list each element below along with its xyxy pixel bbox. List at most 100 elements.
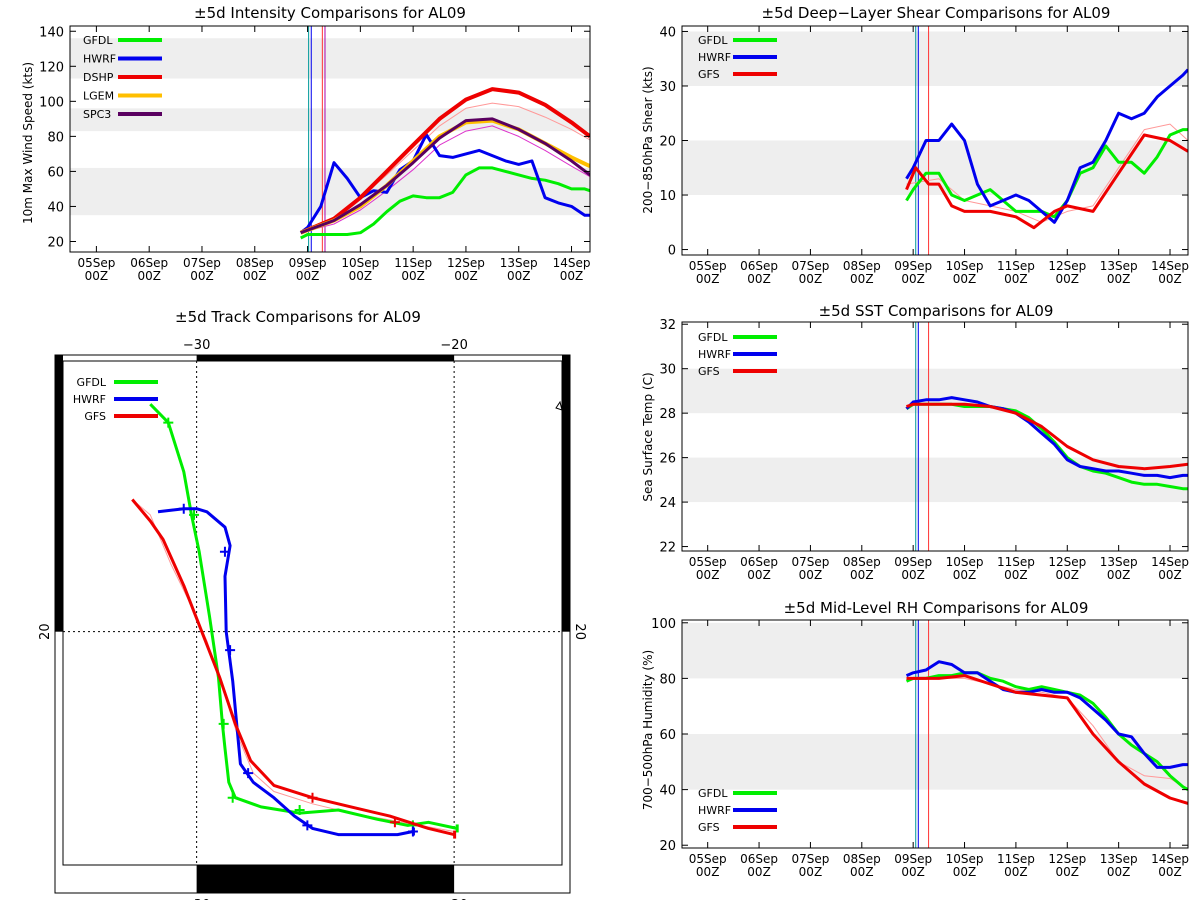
shear-ytick-label: 0 <box>668 244 676 259</box>
shear-xtick-label: 11Sep <box>997 259 1035 273</box>
rh-legend-label: HWRF <box>698 804 731 817</box>
track-6h-mark-gfs <box>307 792 318 803</box>
shear-xtick-label-hour: 00Z <box>1056 272 1080 286</box>
intensity-xtick-label: 14Sep <box>553 256 591 270</box>
track-title: ±5d Track Comparisons for AL09 <box>175 308 421 326</box>
intensity-xtick-label-hour: 00Z <box>454 269 478 283</box>
sst-legend-label: GFDL <box>698 331 728 344</box>
track-legend-label: GFS <box>84 410 106 423</box>
shear-title: ±5d Deep−Layer Shear Comparisons for AL0… <box>762 4 1111 22</box>
sst-xtick-label: 06Sep <box>740 555 778 569</box>
intensity-xtick-label-hour: 00Z <box>296 269 320 283</box>
sst-ytick-label: 32 <box>659 318 676 333</box>
sst-xtick-label-hour: 00Z <box>901 568 925 582</box>
track-lon-label-bottom: −20 <box>440 898 467 900</box>
track-6h-mark-hwrf <box>302 820 313 831</box>
rh-ytick-label: 100 <box>651 617 676 632</box>
track-border-bottom-black <box>196 865 455 893</box>
rh-xtick-label: 07Sep <box>791 852 829 866</box>
rh-xtick-label-hour: 00Z <box>1158 865 1182 879</box>
rh-ytick-label: 20 <box>659 839 676 854</box>
intensity-xtick-label-hour: 00Z <box>85 269 109 283</box>
track-legend-label: GFDL <box>77 376 107 389</box>
sst-xtick-label-hour: 00Z <box>850 568 874 582</box>
rh-xtick-label-hour: 00Z <box>953 865 977 879</box>
shear-xtick-label: 08Sep <box>843 259 881 273</box>
sst-xtick-label: 14Sep <box>1151 555 1189 569</box>
intensity-ytick-label: 140 <box>39 25 64 40</box>
intensity-xtick-label-hour: 00Z <box>243 269 267 283</box>
rh-xtick-label: 14Sep <box>1151 852 1189 866</box>
sst-band-1 <box>682 368 1188 414</box>
intensity-xtick-label-hour: 00Z <box>560 269 584 283</box>
intensity-series-hwrf <box>299 133 590 234</box>
track-lon-label-top: −20 <box>440 338 467 353</box>
intensity-title: ±5d Intensity Comparisons for AL09 <box>194 4 466 22</box>
intensity-legend-label: HWRF <box>83 53 116 66</box>
track-6h-mark-gfdl <box>218 718 229 729</box>
sst-xtick-label-hour: 00Z <box>1056 568 1080 582</box>
intensity-xtick-label: 08Sep <box>236 256 274 270</box>
sst-xtick-label-hour: 00Z <box>799 568 823 582</box>
intensity-ytick-label: 100 <box>39 95 64 110</box>
track-6h-mark-gfdl <box>227 792 238 803</box>
sst-xtick-label-hour: 00Z <box>747 568 771 582</box>
intensity-xtick-label: 05Sep <box>77 256 115 270</box>
intensity-panel: ±5d Intensity Comparisons for AL09 10m M… <box>21 4 591 283</box>
sst-xtick-label: 09Sep <box>894 555 932 569</box>
sst-ytick-label: 24 <box>659 496 676 511</box>
intensity-xtick-label: 09Sep <box>289 256 327 270</box>
shear-xtick-label: 10Sep <box>946 259 984 273</box>
rh-xtick-label-hour: 00Z <box>901 865 925 879</box>
rh-xtick-label-hour: 00Z <box>1004 865 1028 879</box>
intensity-ylabel: 10m Max Wind Speed (kts) <box>21 62 35 224</box>
sst-plot-frame <box>681 321 1189 552</box>
track-6h-mark-gfdl <box>294 804 305 815</box>
track-6h-mark-hwrf <box>219 546 230 557</box>
rh-ytick-label: 40 <box>659 784 676 799</box>
intensity-xtick-label: 13Sep <box>500 256 538 270</box>
track-lon-label-bottom: −30 <box>183 898 210 900</box>
intensity-xtick-label: 07Sep <box>183 256 221 270</box>
shear-panel: ±5d Deep−Layer Shear Comparisons for AL0… <box>641 4 1189 286</box>
intensity-xtick-label-hour: 00Z <box>190 269 214 283</box>
track-6h-mark-hwrf <box>243 768 254 779</box>
shear-series-gfdl <box>905 128 1188 219</box>
shear-legend-label: HWRF <box>698 51 731 64</box>
track-inner-frame <box>62 360 563 866</box>
intensity-series-gfdl <box>300 166 590 240</box>
shear-xtick-label: 05Sep <box>689 259 727 273</box>
sst-ytick-label: 26 <box>659 452 676 467</box>
shear-legend-label: GFS <box>698 68 720 81</box>
intensity-xtick-label-hour: 00Z <box>137 269 161 283</box>
shear-ytick-label: 10 <box>659 189 676 204</box>
track-6h-mark-hwrf <box>225 645 236 656</box>
sst-xtick-label: 07Sep <box>791 555 829 569</box>
rh-band-1 <box>682 622 1188 679</box>
shear-xtick-label: 14Sep <box>1151 259 1189 273</box>
sst-xtick-label: 08Sep <box>843 555 881 569</box>
intensity-legend-label: DSHP <box>83 71 114 84</box>
shear-xtick-label-hour: 00Z <box>696 272 720 286</box>
shear-xtick-label-hour: 00Z <box>1107 272 1131 286</box>
rh-xtick-label: 05Sep <box>689 852 727 866</box>
shear-xtick-label: 06Sep <box>740 259 778 273</box>
intensity-xtick-label: 12Sep <box>447 256 485 270</box>
rh-xtick-label: 11Sep <box>997 852 1035 866</box>
track-lon-label-top: −30 <box>183 338 210 353</box>
track-border-top-black <box>196 355 455 361</box>
sst-series-gfs <box>906 402 1188 471</box>
track-6h-mark-gfdl <box>189 509 200 520</box>
intensity-xtick-label: 11Sep <box>394 256 432 270</box>
rh-xtick-label-hour: 00Z <box>747 865 771 879</box>
sst-ytick-label: 28 <box>659 407 676 422</box>
shear-xtick-label-hour: 00Z <box>850 272 874 286</box>
track-panel: ±5d Track Comparisons for AL09 −30 −30 −20… <box>38 308 587 900</box>
intensity-legend-label: LGEM <box>83 90 114 103</box>
rh-xtick-label: 12Sep <box>1048 852 1086 866</box>
sst-title: ±5d SST Comparisons for AL09 <box>819 302 1054 320</box>
shear-xtick-label-hour: 00Z <box>953 272 977 286</box>
shear-xtick-label: 13Sep <box>1100 259 1138 273</box>
track-endpoint-gfdl <box>455 824 459 833</box>
sst-legend-label: GFS <box>698 365 720 378</box>
